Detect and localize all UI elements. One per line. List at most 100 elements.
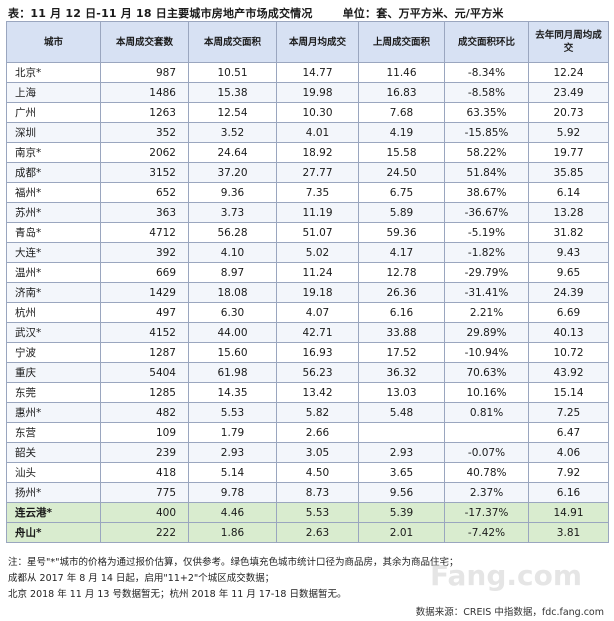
- cell-units: 239: [100, 442, 189, 463]
- cell-area: 1.79: [188, 422, 277, 443]
- cell-city: 惠州*: [6, 402, 101, 423]
- table-title: 表：11 月 12 日-11 月 18 日主要城市房地产市场成交情况 单位：套、…: [8, 5, 504, 21]
- unit-text: 单位：套、万平方米、元/平方米: [342, 7, 504, 20]
- cell-wow: 10.16%: [444, 382, 529, 403]
- header-row: 城市 本周成交套数 本周成交面积 本周月均成交 上周成交面积 成交面积环比 去年…: [6, 21, 609, 63]
- cell-last-year: 12.24: [528, 62, 609, 83]
- table-row: 扬州* 775 9.78 8.73 9.56 2.37% 6.16: [6, 482, 609, 503]
- cell-wow: -8.58%: [444, 82, 529, 103]
- table-row: 苏州* 363 3.73 11.19 5.89 -36.67% 13.28: [6, 202, 609, 223]
- cell-last-week: 13.03: [358, 382, 445, 403]
- note-line: 成都从 2017 年 8 月 14 日起，启用"11+2"个城区成交数据；: [8, 573, 275, 584]
- cell-last-week: 59.36: [358, 222, 445, 243]
- cell-area: 56.28: [188, 222, 277, 243]
- table-row: 汕头 418 5.14 4.50 3.65 40.78% 7.92: [6, 462, 609, 483]
- cell-wow: -7.42%: [444, 522, 529, 543]
- cell-wow: 70.63%: [444, 362, 529, 383]
- cell-wow: -15.85%: [444, 122, 529, 143]
- table-row: 南京* 2062 24.64 18.92 15.58 58.22% 19.77: [6, 142, 609, 163]
- cell-wow: -17.37%: [444, 502, 529, 523]
- cell-area: 15.60: [188, 342, 277, 363]
- cell-last-week: 33.88: [358, 322, 445, 343]
- cell-last-week: 24.50: [358, 162, 445, 183]
- cell-units: 669: [100, 262, 189, 283]
- table-row: 上海 1486 15.38 19.98 16.83 -8.58% 23.49: [6, 82, 609, 103]
- cell-last-week: 6.75: [358, 182, 445, 203]
- cell-units: 482: [100, 402, 189, 423]
- footnotes: 注：星号"*"城市的价格为通过报价估算，仅供参考。绿色填充色城市统计口径为商品房…: [8, 555, 459, 603]
- cell-last-year: 20.73: [528, 102, 609, 123]
- cell-units: 652: [100, 182, 189, 203]
- cell-area: 37.20: [188, 162, 277, 183]
- cell-area: 10.51: [188, 62, 277, 83]
- cell-units: 109: [100, 422, 189, 443]
- cell-units: 497: [100, 302, 189, 323]
- cell-last-week: 4.17: [358, 242, 445, 263]
- cell-last-week: 2.01: [358, 522, 445, 543]
- cell-city: 汕头: [6, 462, 101, 483]
- cell-last-week: 11.46: [358, 62, 445, 83]
- cell-last-year: 7.92: [528, 462, 609, 483]
- header-area: 本周成交面积: [188, 21, 277, 63]
- table-body: 北京* 987 10.51 14.77 11.46 -8.34% 12.24 上海 1486 15…: [6, 62, 609, 543]
- cell-last-year: 35.85: [528, 162, 609, 183]
- cell-wow: -5.19%: [444, 222, 529, 243]
- cell-units: 987: [100, 62, 189, 83]
- header-units: 本周成交套数: [100, 21, 189, 63]
- cell-monthly-avg: 13.42: [276, 382, 359, 403]
- transaction-table: 城市 本周成交套数 本周成交面积 本周月均成交 上周成交面积 成交面积环比 去年…: [6, 21, 609, 543]
- cell-area: 3.73: [188, 202, 277, 223]
- cell-city: 韶关: [6, 442, 101, 463]
- cell-city: 青岛*: [6, 222, 101, 243]
- cell-monthly-avg: 16.93: [276, 342, 359, 363]
- cell-last-week: 5.39: [358, 502, 445, 523]
- cell-area: 18.08: [188, 282, 277, 303]
- cell-city: 东莞: [6, 382, 101, 403]
- cell-city: 福州*: [6, 182, 101, 203]
- cell-units: 418: [100, 462, 189, 483]
- cell-wow: 40.78%: [444, 462, 529, 483]
- cell-city: 广州: [6, 102, 101, 123]
- cell-city: 成都*: [6, 162, 101, 183]
- cell-monthly-avg: 5.02: [276, 242, 359, 263]
- cell-monthly-avg: 27.77: [276, 162, 359, 183]
- table-row: 惠州* 482 5.53 5.82 5.48 0.81% 7.25: [6, 402, 609, 423]
- table-row: 济南* 1429 18.08 19.18 26.36 -31.41% 24.39: [6, 282, 609, 303]
- table-row: 北京* 987 10.51 14.77 11.46 -8.34% 12.24: [6, 62, 609, 83]
- cell-units: 2062: [100, 142, 189, 163]
- cell-last-year: 23.49: [528, 82, 609, 103]
- cell-area: 44.00: [188, 322, 277, 343]
- cell-last-week: 6.16: [358, 302, 445, 323]
- cell-city: 温州*: [6, 262, 101, 283]
- cell-area: 1.86: [188, 522, 277, 543]
- cell-monthly-avg: 8.73: [276, 482, 359, 503]
- cell-wow: -0.07%: [444, 442, 529, 463]
- header-last-year: 去年同月周均成交: [528, 21, 609, 63]
- cell-city: 深圳: [6, 122, 101, 143]
- cell-area: 5.14: [188, 462, 277, 483]
- cell-area: 14.35: [188, 382, 277, 403]
- cell-units: 1287: [100, 342, 189, 363]
- cell-last-week: 4.19: [358, 122, 445, 143]
- cell-monthly-avg: 3.05: [276, 442, 359, 463]
- cell-wow: -29.79%: [444, 262, 529, 283]
- header-city: 城市: [6, 21, 101, 63]
- cell-last-year: 6.16: [528, 482, 609, 503]
- header-last-week: 上周成交面积: [358, 21, 445, 63]
- cell-last-year: 31.82: [528, 222, 609, 243]
- cell-units: 1486: [100, 82, 189, 103]
- cell-last-week: 9.56: [358, 482, 445, 503]
- cell-monthly-avg: 2.66: [276, 422, 359, 443]
- cell-wow: 29.89%: [444, 322, 529, 343]
- cell-last-year: 6.14: [528, 182, 609, 203]
- cell-city: 武汉*: [6, 322, 101, 343]
- cell-city: 连云港*: [6, 502, 101, 523]
- cell-area: 4.10: [188, 242, 277, 263]
- cell-last-week: 5.89: [358, 202, 445, 223]
- table-row: 东营 109 1.79 2.66 6.47: [6, 422, 609, 443]
- cell-last-year: 15.14: [528, 382, 609, 403]
- cell-monthly-avg: 4.07: [276, 302, 359, 323]
- cell-wow: -31.41%: [444, 282, 529, 303]
- cell-area: 3.52: [188, 122, 277, 143]
- cell-monthly-avg: 14.77: [276, 62, 359, 83]
